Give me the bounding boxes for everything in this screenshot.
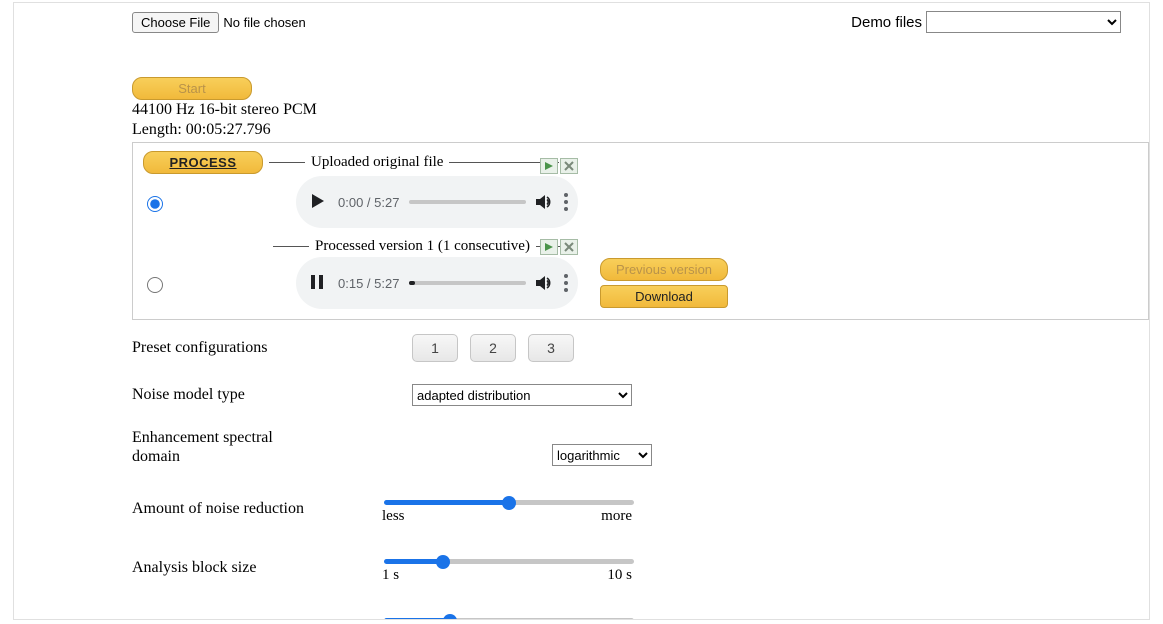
demo-files-select[interactable] <box>926 11 1121 33</box>
slider-max-label: more <box>601 508 632 525</box>
top-row: Choose File No file chosen Demo files <box>14 11 1149 33</box>
slider-input[interactable] <box>384 559 634 564</box>
demo-files-label: Demo files <box>851 14 922 31</box>
more-icon[interactable] <box>564 193 568 211</box>
format-line: 44100 Hz 16-bit stereo PCM <box>132 100 1149 120</box>
seek-track[interactable] <box>409 281 526 285</box>
processed-section-header: Processed version 1 (1 consecutive) <box>273 238 1138 255</box>
preset-1[interactable]: 1 <box>412 334 458 362</box>
preset-3[interactable]: 3 <box>528 334 574 362</box>
domain-select[interactable]: logarithmic <box>552 444 652 466</box>
corner-buttons <box>540 239 578 255</box>
file-meta: Start 44100 Hz 16-bit stereo PCM Length:… <box>132 77 1149 140</box>
slider-min-label: 1 s <box>382 567 399 584</box>
corner-buttons <box>540 158 578 174</box>
slider-label: Amount of noise reduction <box>132 500 382 518</box>
original-section-header: PROCESS Uploaded original file <box>143 151 1138 174</box>
audio-block: PROCESS Uploaded original file <box>132 142 1149 320</box>
process-button[interactable]: PROCESS <box>143 151 263 174</box>
slider-min-label: less <box>382 508 405 525</box>
popout-icon[interactable] <box>540 158 558 174</box>
start-button[interactable]: Start <box>132 77 252 100</box>
file-chooser: Choose File No file chosen <box>132 12 306 33</box>
popout-icon[interactable] <box>540 239 558 255</box>
divider <box>273 246 309 247</box>
length-line: Length: 00:05:27.796 <box>132 120 1149 140</box>
audio-player-original: 0:00 / 5:27 <box>296 176 578 228</box>
audio-player-processed: 0:15 / 5:27 <box>296 257 578 309</box>
close-icon[interactable] <box>560 239 578 255</box>
preset-label: Preset configurations <box>132 339 382 357</box>
processed-title: Processed version 1 (1 consecutive) <box>315 238 530 255</box>
preset-2[interactable]: 2 <box>470 334 516 362</box>
processed-radio[interactable] <box>147 277 163 293</box>
choose-file-button[interactable]: Choose File <box>132 12 219 33</box>
demo-files-wrap: Demo files <box>851 11 1121 33</box>
original-radio[interactable] <box>147 196 163 212</box>
side-buttons: Previous version Download <box>600 258 728 308</box>
preset-row: Preset configurations 1 2 3 <box>132 328 1149 368</box>
play-icon[interactable] <box>310 193 328 212</box>
slider-row: Analysis block size1 s 10 s <box>132 545 1149 590</box>
original-player-row: 0:00 / 5:27 <box>143 176 1138 228</box>
noise-model-row: Noise model type adapted distribution <box>132 378 1149 412</box>
preset-buttons: 1 2 3 <box>412 334 574 362</box>
original-title: Uploaded original file <box>311 154 443 171</box>
domain-row: Enhancement spectral domain logarithmic <box>132 422 1149 472</box>
seek-progress <box>409 281 415 285</box>
slider-wrap: slowfast <box>382 610 632 620</box>
slider-input[interactable] <box>384 500 634 505</box>
slider-input[interactable] <box>384 618 634 620</box>
slider-label: Noise modulation tracking <box>132 618 382 620</box>
divider <box>269 162 305 163</box>
no-file-label: No file chosen <box>223 15 305 30</box>
domain-label: Enhancement spectral domain <box>132 428 312 466</box>
slider-wrap: less more <box>382 492 632 525</box>
previous-version-button[interactable]: Previous version <box>600 258 728 281</box>
volume-icon[interactable] <box>536 194 554 210</box>
time-display: 0:15 / 5:27 <box>338 276 399 291</box>
more-icon[interactable] <box>564 274 568 292</box>
slider-label: Analysis block size <box>132 559 382 577</box>
settings-panel: Preset configurations 1 2 3 Noise model … <box>132 328 1149 620</box>
download-button[interactable]: Download <box>600 285 728 308</box>
slider-max-label: 10 s <box>607 567 632 584</box>
close-icon[interactable] <box>560 158 578 174</box>
volume-icon[interactable] <box>536 275 554 291</box>
time-display: 0:00 / 5:27 <box>338 195 399 210</box>
app-frame: Choose File No file chosen Demo files St… <box>13 2 1150 620</box>
slider-row: Noise modulation trackingslowfast <box>132 604 1149 620</box>
processed-player-row: 0:15 / 5:27 Previous version Download <box>143 257 1138 309</box>
noise-model-label: Noise model type <box>132 386 382 404</box>
seek-track[interactable] <box>409 200 526 204</box>
pause-icon[interactable] <box>310 274 328 293</box>
slider-row: Amount of noise reductionless more <box>132 486 1149 531</box>
slider-wrap: 1 s 10 s <box>382 551 632 584</box>
noise-model-select[interactable]: adapted distribution <box>412 384 632 406</box>
